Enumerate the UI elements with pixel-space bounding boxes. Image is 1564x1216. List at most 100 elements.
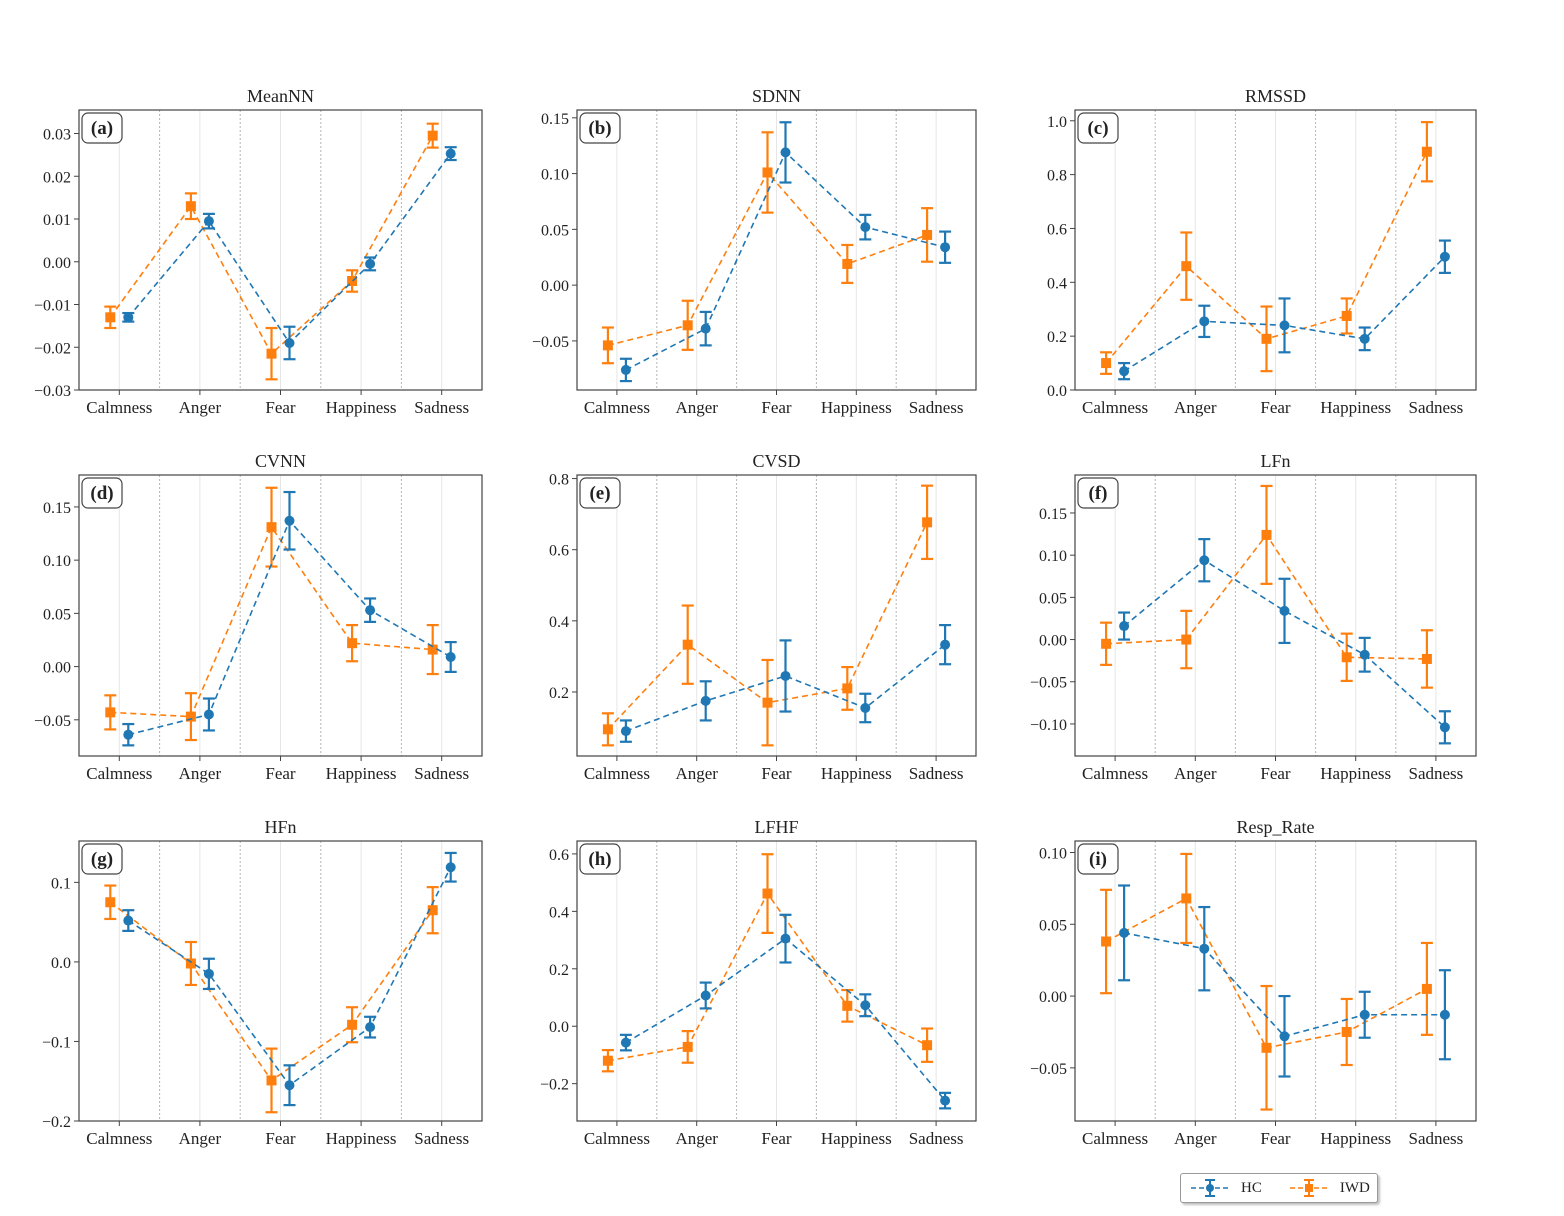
data-point-hc bbox=[860, 222, 871, 233]
panel-resp-rate: Resp_Rate (i) −0.05 0.00 0.05 0.10 Calmness Ang… bbox=[1030, 817, 1477, 1148]
data-point-iwd bbox=[105, 707, 116, 718]
y-tick-label: 0.6 bbox=[1047, 221, 1067, 238]
x-tick-label: Sadness bbox=[1409, 1129, 1464, 1148]
y-tick-label: 0.10 bbox=[43, 553, 71, 570]
y-tick-label: −0.2 bbox=[42, 1114, 71, 1131]
data-point-hc bbox=[365, 258, 376, 269]
x-tick-label: Sadness bbox=[1409, 398, 1464, 417]
series-line-hc bbox=[625, 151, 946, 371]
series-line-iwd bbox=[110, 525, 433, 718]
data-point-hc bbox=[1359, 333, 1370, 344]
data-point-hc bbox=[445, 148, 456, 159]
y-tick-label: 0.1 bbox=[51, 875, 71, 892]
x-tick-label: Fear bbox=[761, 1129, 792, 1148]
y-tick-label: 0.6 bbox=[549, 847, 569, 864]
panel-cvnn: CVNN (d) −0.05 0.00 0.05 0.10 0.15 Calmness Ange… bbox=[34, 451, 483, 783]
x-tick-label: Sadness bbox=[909, 398, 964, 417]
data-point-iwd bbox=[842, 258, 853, 269]
data-point-iwd bbox=[347, 275, 358, 286]
data-point-hc bbox=[620, 364, 631, 375]
data-point-hc bbox=[365, 605, 376, 616]
x-tick-label: Calmness bbox=[86, 398, 152, 417]
panel-label: (e) bbox=[589, 483, 610, 504]
legend-item-iwd: IWD bbox=[1288, 1177, 1388, 1199]
y-tick-label: −0.10 bbox=[1030, 717, 1067, 734]
data-point-hc bbox=[860, 1000, 871, 1011]
data-point-iwd bbox=[266, 1075, 277, 1086]
data-point-hc bbox=[780, 933, 791, 944]
x-tick-label: Calmness bbox=[1082, 1129, 1148, 1148]
y-tick-label: 0.02 bbox=[43, 169, 71, 186]
panel-title: SDNN bbox=[752, 86, 801, 106]
data-point-hc bbox=[203, 968, 214, 979]
panel-label-box bbox=[1077, 843, 1119, 875]
x-tick-label: Calmness bbox=[584, 1129, 650, 1148]
data-point-iwd bbox=[922, 1040, 933, 1051]
y-tick-label: 0.10 bbox=[541, 167, 569, 184]
panel-label: (d) bbox=[90, 483, 113, 504]
panel-hfn: HFn (g) −0.2 −0.1 0.0 0.1 Calmness Anger Fear Hap… bbox=[42, 817, 483, 1148]
data-point-iwd bbox=[1261, 333, 1272, 344]
data-point-hc bbox=[123, 915, 134, 926]
data-point-hc bbox=[780, 670, 791, 681]
y-tick-label: 0.8 bbox=[549, 472, 569, 489]
x-tick-label: Happiness bbox=[326, 1129, 397, 1148]
x-tick-label: Happiness bbox=[821, 398, 892, 417]
data-point-hc bbox=[123, 729, 134, 740]
data-point-iwd bbox=[762, 167, 773, 178]
data-point-iwd bbox=[185, 201, 196, 212]
y-tick-label: 0.05 bbox=[541, 222, 569, 239]
panel-title: CVSD bbox=[752, 451, 800, 471]
data-point-iwd bbox=[922, 229, 933, 240]
data-point-iwd bbox=[1181, 261, 1192, 272]
x-tick-label: Fear bbox=[1260, 1129, 1291, 1148]
y-tick-label: −0.1 bbox=[42, 1034, 71, 1051]
x-tick-label: Calmness bbox=[584, 398, 650, 417]
data-point-hc bbox=[445, 862, 456, 873]
data-point-iwd bbox=[266, 348, 277, 359]
data-point-hc bbox=[365, 1022, 376, 1033]
x-tick-label: Happiness bbox=[821, 764, 892, 783]
y-tick-label: 0.15 bbox=[43, 500, 71, 517]
series-line-hc bbox=[127, 866, 452, 1087]
data-point-iwd bbox=[842, 683, 853, 694]
y-tick-label: −0.01 bbox=[34, 298, 71, 315]
panel-title: LFHF bbox=[754, 817, 798, 837]
x-tick-label: Sadness bbox=[414, 398, 469, 417]
data-point-hc bbox=[780, 147, 791, 158]
panel-title: LFn bbox=[1260, 451, 1290, 471]
panel-sdnn: SDNN (b) −0.05 0.00 0.05 0.10 0.15 Calmness Ange… bbox=[532, 86, 977, 417]
data-point-iwd bbox=[1341, 652, 1352, 663]
y-tick-label: 0.4 bbox=[1047, 275, 1067, 292]
data-point-hc bbox=[940, 1095, 951, 1106]
data-point-hc bbox=[1199, 316, 1210, 327]
data-point-iwd bbox=[1181, 634, 1192, 645]
y-tick-label: −0.05 bbox=[1030, 675, 1067, 692]
legend-label-hc: HC bbox=[1241, 1179, 1262, 1196]
data-point-iwd bbox=[1341, 310, 1352, 321]
x-tick-label: Sadness bbox=[414, 1129, 469, 1148]
data-point-iwd bbox=[682, 320, 693, 331]
data-point-hc bbox=[1439, 251, 1450, 262]
panel-label-box bbox=[1077, 477, 1119, 509]
legend-item-hc: HC bbox=[1189, 1177, 1280, 1199]
data-point-hc bbox=[203, 216, 214, 227]
series-line-iwd bbox=[109, 135, 434, 355]
x-tick-label: Anger bbox=[179, 398, 222, 417]
y-tick-label: 0.15 bbox=[1039, 506, 1067, 523]
x-tick-label: Happiness bbox=[1320, 764, 1391, 783]
x-tick-label: Anger bbox=[675, 398, 718, 417]
data-point-iwd bbox=[1181, 893, 1192, 904]
y-tick-label: −0.03 bbox=[34, 383, 71, 400]
data-point-hc bbox=[700, 990, 711, 1001]
data-point-iwd bbox=[347, 638, 358, 649]
x-tick-label: Anger bbox=[1174, 398, 1217, 417]
y-tick-label: 0.05 bbox=[1039, 917, 1067, 934]
y-tick-label: 0.00 bbox=[43, 660, 71, 677]
data-point-hc bbox=[620, 726, 631, 737]
panel-title: MeanNN bbox=[247, 86, 314, 106]
hc-legend-marker-icon bbox=[1191, 1179, 1229, 1197]
data-point-iwd bbox=[602, 1055, 613, 1066]
data-point-hc bbox=[1119, 621, 1130, 632]
